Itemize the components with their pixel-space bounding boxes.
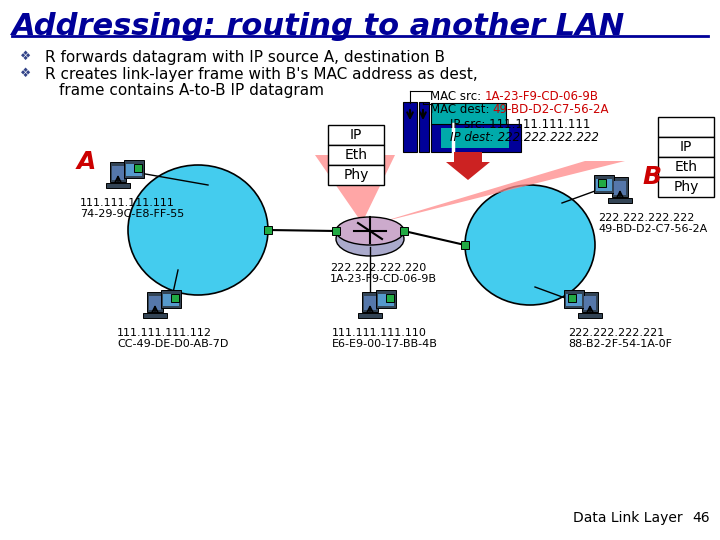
Text: 222.222.222.222: 222.222.222.222 (598, 213, 694, 223)
Bar (582, 292, 598, 312)
Text: 74-29-9C-E8-FF-55: 74-29-9C-E8-FF-55 (80, 209, 184, 219)
Text: 46: 46 (693, 511, 710, 525)
Bar (264, 226, 272, 234)
Bar (461, 241, 469, 249)
Bar (400, 227, 408, 235)
Bar (431, 103, 506, 125)
Text: Eth: Eth (675, 160, 698, 174)
Polygon shape (315, 155, 395, 223)
Text: IP: IP (680, 140, 692, 154)
Bar (328, 125, 384, 145)
Bar (594, 175, 614, 193)
Bar (149, 296, 161, 310)
Bar (328, 165, 384, 185)
Text: 222.222.222.221: 222.222.222.221 (568, 328, 665, 338)
Bar (106, 183, 130, 188)
Text: IP src: 111.111.111.111: IP src: 111.111.111.111 (450, 118, 590, 131)
Text: Addressing: routing to another LAN: Addressing: routing to another LAN (12, 12, 625, 41)
Text: 49-BD-D2-C7-56-2A: 49-BD-D2-C7-56-2A (598, 224, 707, 234)
Bar (147, 292, 163, 312)
Polygon shape (378, 161, 625, 223)
Text: frame contains A-to-B IP datagram: frame contains A-to-B IP datagram (59, 83, 324, 98)
Text: Data Link Layer: Data Link Layer (573, 511, 683, 525)
Bar (419, 102, 429, 152)
Bar (578, 313, 602, 318)
Bar (161, 290, 181, 308)
Bar (658, 137, 714, 157)
Ellipse shape (465, 185, 595, 305)
Text: 1A-23-F9-CD-06-9B: 1A-23-F9-CD-06-9B (485, 90, 599, 103)
Bar (596, 179, 612, 191)
Bar (376, 290, 396, 308)
Text: 111.111.111.110: 111.111.111.110 (332, 328, 427, 338)
Bar (332, 227, 340, 235)
Text: E6-E9-00-17-BB-4B: E6-E9-00-17-BB-4B (332, 339, 438, 349)
Bar (658, 177, 714, 197)
Text: 111.111.111.111: 111.111.111.111 (80, 198, 175, 208)
Bar (403, 102, 417, 152)
Bar (658, 117, 714, 137)
Ellipse shape (336, 217, 404, 245)
Text: 49-BD-D2-C7-56-2A: 49-BD-D2-C7-56-2A (492, 103, 608, 116)
Text: 88-B2-2F-54-1A-0F: 88-B2-2F-54-1A-0F (568, 339, 672, 349)
Bar (126, 164, 142, 176)
Text: Phy: Phy (343, 168, 369, 182)
Bar (163, 294, 179, 306)
Text: CC-49-DE-D0-AB-7D: CC-49-DE-D0-AB-7D (117, 339, 228, 349)
Ellipse shape (336, 222, 404, 256)
Bar (112, 166, 124, 180)
Bar (568, 294, 576, 302)
Bar (614, 181, 626, 195)
Bar (598, 179, 606, 187)
Bar (134, 164, 142, 172)
Text: MAC dest:: MAC dest: (430, 103, 493, 116)
Bar (143, 313, 167, 318)
Bar (608, 198, 632, 203)
Bar (441, 128, 509, 148)
Text: 111.111.111.112: 111.111.111.112 (117, 328, 212, 338)
Text: R forwards datagram with IP source A, destination B: R forwards datagram with IP source A, de… (45, 50, 445, 65)
Bar (431, 124, 521, 152)
Bar (378, 294, 394, 306)
Bar (612, 177, 628, 197)
Bar (564, 290, 584, 308)
Bar (658, 157, 714, 177)
Bar (110, 162, 126, 182)
Bar (362, 292, 378, 312)
Bar (566, 294, 582, 306)
Text: 222.222.222.220: 222.222.222.220 (330, 263, 426, 273)
Bar (364, 296, 376, 310)
Text: ❖: ❖ (20, 67, 31, 80)
Bar (386, 294, 394, 302)
Ellipse shape (128, 165, 268, 295)
Text: Phy: Phy (673, 180, 698, 194)
Text: 1A-23-F9-CD-06-9B: 1A-23-F9-CD-06-9B (330, 274, 437, 284)
Text: B: B (642, 165, 662, 189)
Bar (124, 160, 144, 178)
Bar (328, 145, 384, 165)
Text: ❖: ❖ (20, 50, 31, 63)
Text: R creates link-layer frame with B's MAC address as dest,: R creates link-layer frame with B's MAC … (45, 67, 478, 82)
Bar (171, 294, 179, 302)
Polygon shape (446, 152, 490, 180)
Text: MAC src:: MAC src: (430, 90, 485, 103)
Text: IP: IP (350, 128, 362, 142)
Text: Eth: Eth (344, 148, 367, 162)
Bar (358, 313, 382, 318)
Text: A: A (76, 150, 96, 174)
Text: IP dest: 222.222.222.222: IP dest: 222.222.222.222 (450, 131, 599, 144)
Bar (584, 296, 596, 310)
